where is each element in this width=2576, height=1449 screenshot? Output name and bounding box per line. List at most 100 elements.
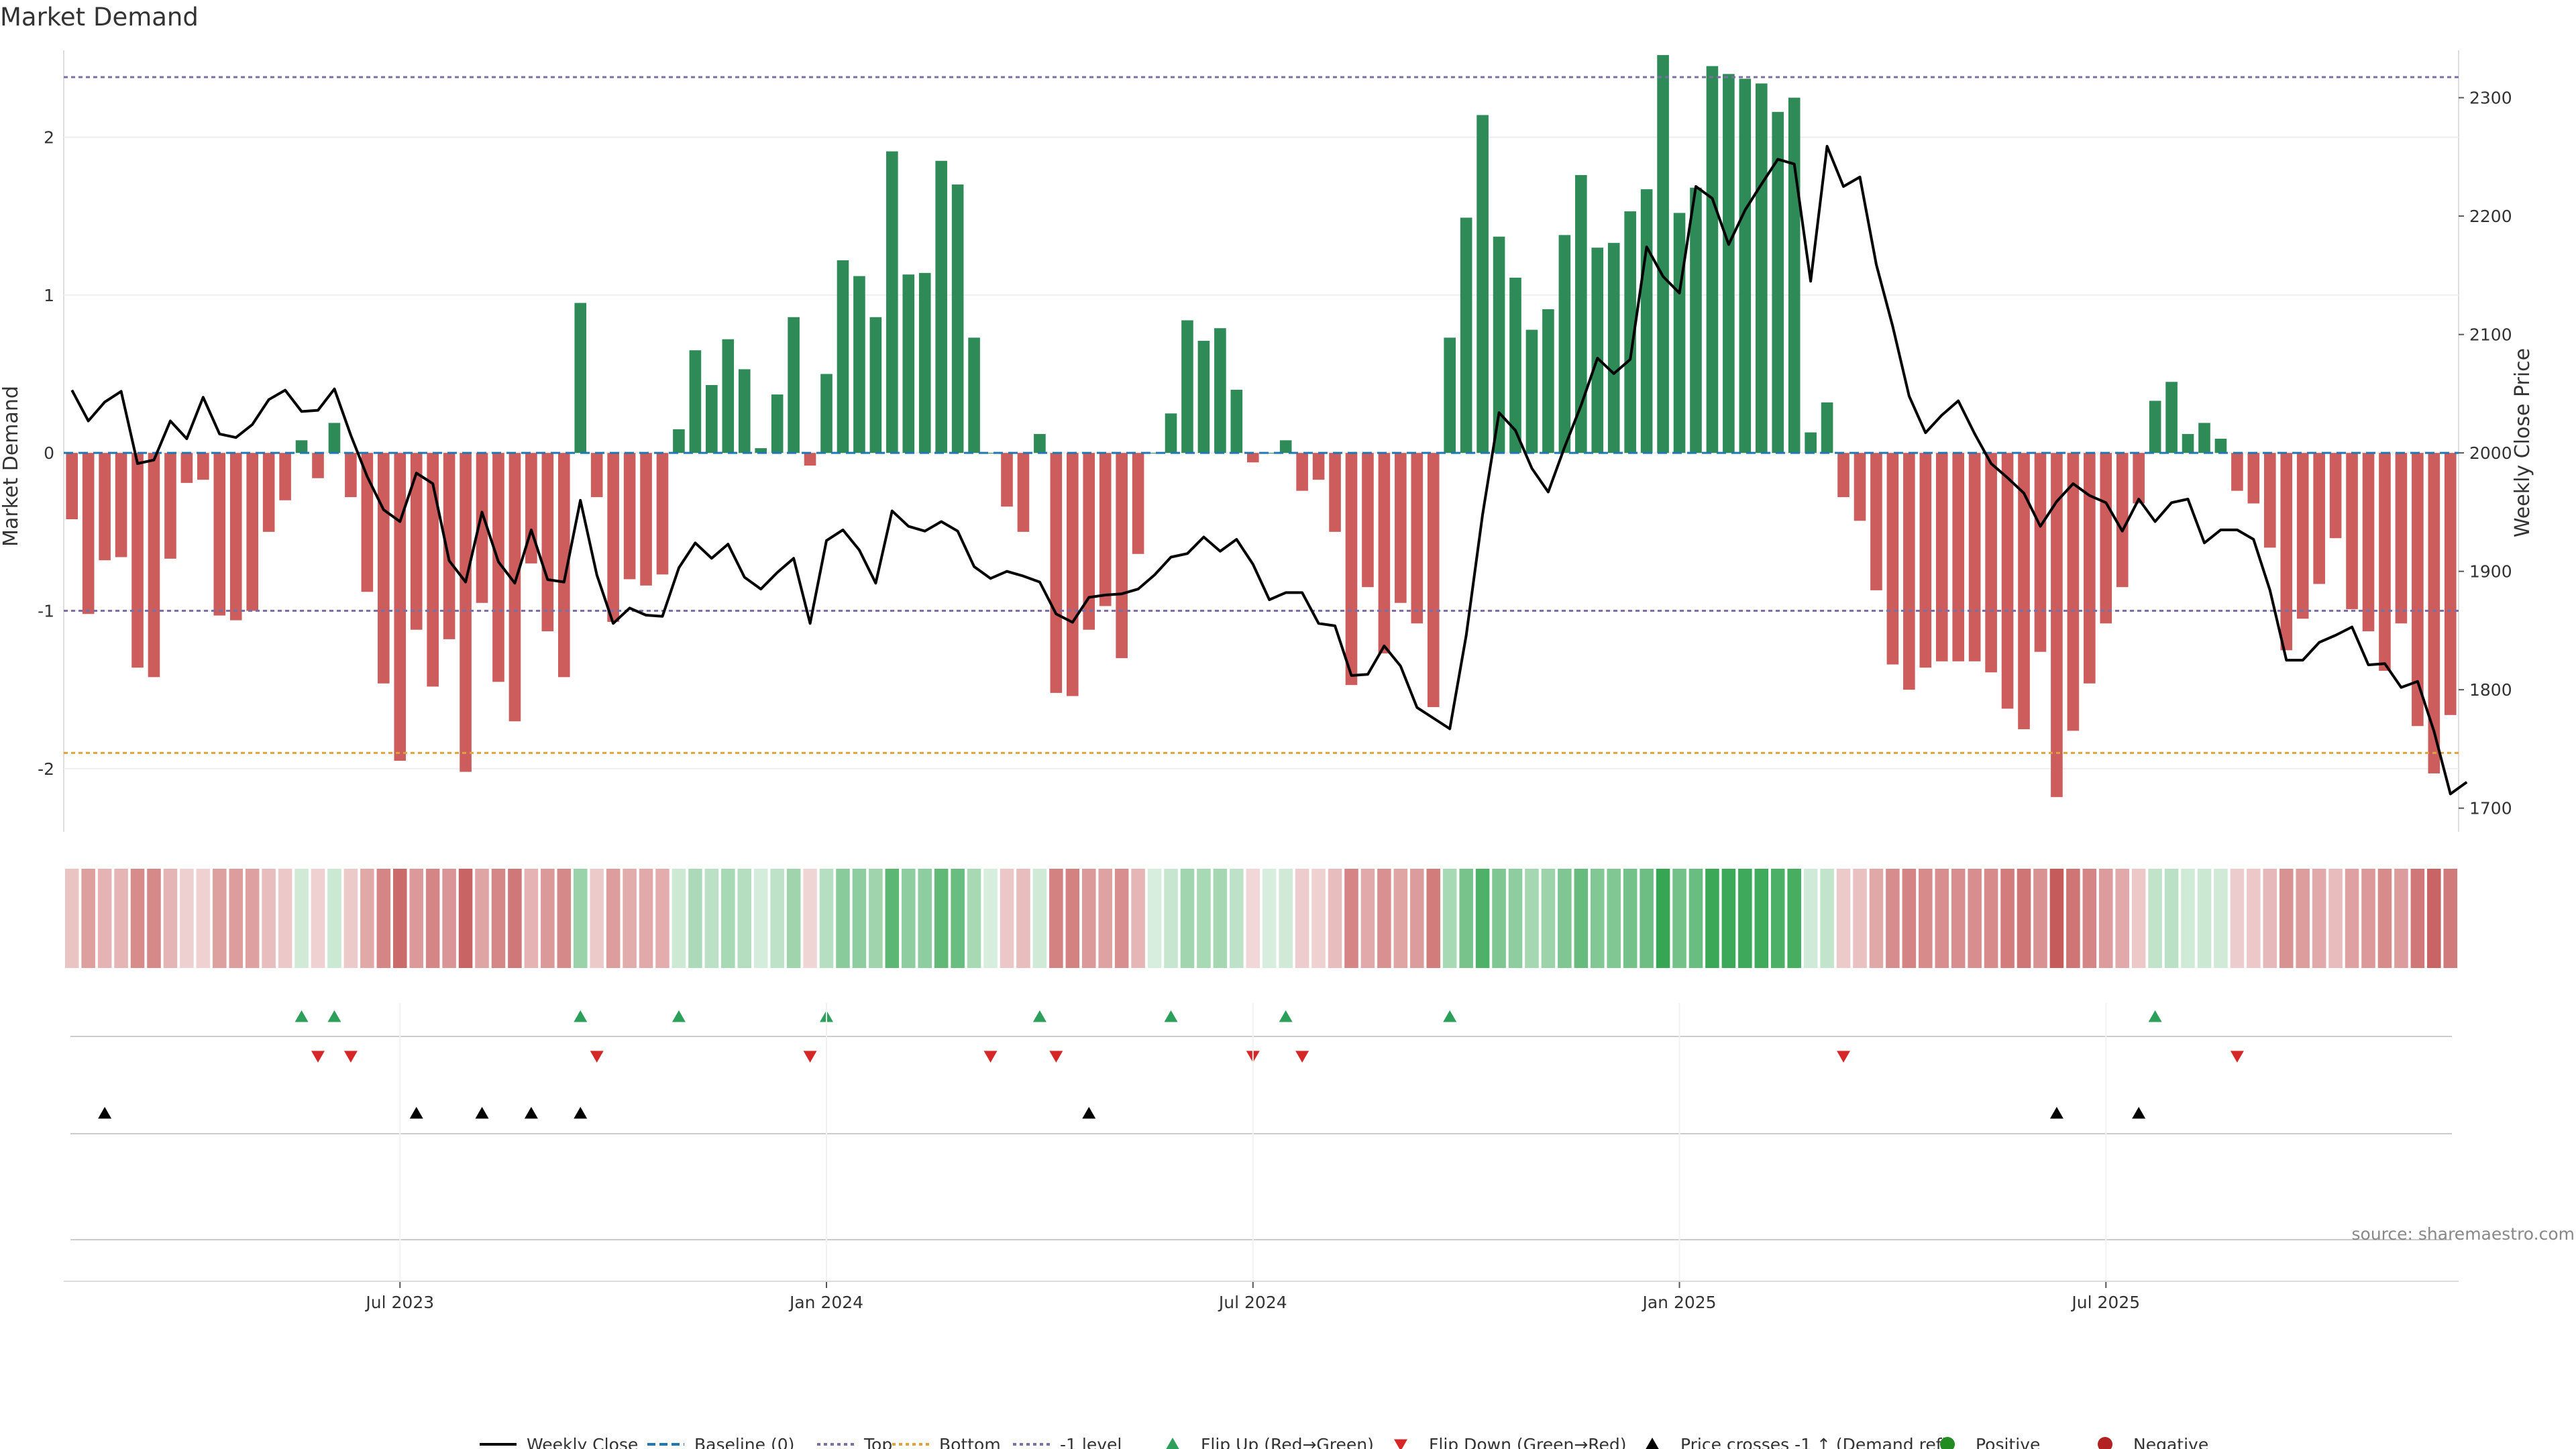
- source-note: source: sharemaestro.com: [2352, 1224, 2575, 1244]
- demand-bar: [1591, 248, 1604, 453]
- demand-bar: [2001, 453, 2014, 709]
- price-cross-marker: [475, 1107, 489, 1119]
- heat-cell: [2197, 869, 2212, 968]
- demand-bar: [1624, 211, 1636, 453]
- right-tick-label: 1700: [2469, 799, 2512, 818]
- heat-cell: [491, 869, 506, 968]
- demand-bar: [1952, 453, 1965, 661]
- heat-cell: [1032, 869, 1047, 968]
- flip-down-marker: [343, 1051, 358, 1063]
- heat-cell: [2312, 869, 2326, 968]
- demand-bar: [1099, 453, 1112, 606]
- heat-cell: [1656, 869, 1670, 968]
- demand-bar: [1460, 217, 1472, 453]
- price-cross-marker: [2049, 1107, 2063, 1119]
- flip-down-marker: [1049, 1051, 1063, 1063]
- heat-cell: [2214, 869, 2228, 968]
- demand-bar: [1723, 74, 1735, 453]
- demand-bar: [1542, 309, 1554, 453]
- heat-cell: [163, 869, 178, 968]
- heat-cell: [803, 869, 817, 968]
- demand-bar: [2149, 400, 2161, 453]
- demand-bar: [902, 274, 915, 453]
- heat-cell: [1081, 869, 1096, 968]
- heat-cell: [1213, 869, 1228, 968]
- heat-cell: [1541, 869, 1556, 968]
- demand-bar: [1050, 453, 1063, 693]
- demand-bar: [820, 374, 833, 453]
- price-cross-marker: [524, 1107, 538, 1119]
- heat-cell: [1180, 869, 1195, 968]
- demand-bar: [1279, 440, 1292, 453]
- heat-cell: [1049, 869, 1063, 968]
- flip-down-marker: [803, 1051, 817, 1063]
- demand-bar: [2133, 453, 2145, 504]
- demand-bar: [2247, 453, 2260, 504]
- flip-down-marker: [2230, 1051, 2244, 1063]
- heat-cell: [1820, 869, 1834, 968]
- demand-bar: [1246, 453, 1259, 463]
- demand-bar: [722, 339, 735, 453]
- demand-bar: [2214, 438, 2227, 453]
- heat-cell: [1770, 869, 1785, 968]
- heat-cell: [147, 869, 161, 968]
- heat-cell: [1558, 869, 1572, 968]
- demand-bar: [590, 453, 603, 498]
- right-tick-label: 2000: [2469, 443, 2512, 463]
- flip-down-marker: [1295, 1051, 1309, 1063]
- heat-cell: [573, 869, 588, 968]
- x-tick-label: Jan 2024: [788, 1293, 863, 1312]
- x-tick-label: Jan 2025: [1641, 1293, 1716, 1312]
- heat-cell: [1016, 869, 1030, 968]
- heat-cell: [1295, 869, 1309, 968]
- demand-bar: [246, 453, 259, 611]
- heat-cell: [2345, 869, 2359, 968]
- demand-bar: [623, 453, 636, 580]
- demand-bar: [640, 453, 652, 586]
- heat-cell: [114, 869, 128, 968]
- heat-cell: [1738, 869, 1752, 968]
- demand-bar: [1821, 402, 1833, 453]
- heat-cell: [688, 869, 702, 968]
- demand-bar: [229, 453, 242, 621]
- heat-cell: [1426, 869, 1441, 968]
- demand-bar: [607, 453, 619, 622]
- heat-cell: [2115, 869, 2130, 968]
- left-axis-label: Market Demand: [0, 386, 23, 547]
- flip-up-marker: [2148, 1010, 2162, 1022]
- heat-cell: [1836, 869, 1851, 968]
- flip-down-marker: [983, 1051, 998, 1063]
- demand-bar: [1312, 453, 1325, 480]
- heat-cell: [2181, 869, 2195, 968]
- legend-swatch: [2098, 1437, 2112, 1449]
- heat-cell: [1951, 869, 1966, 968]
- demand-bar: [180, 453, 193, 483]
- heat-cell: [2000, 869, 2015, 968]
- demand-bar: [968, 337, 980, 453]
- heat-cell: [2164, 869, 2179, 968]
- demand-bar: [82, 453, 95, 614]
- price-cross-marker: [98, 1107, 112, 1119]
- heat-cell: [1114, 869, 1129, 968]
- heat-cell: [869, 869, 883, 968]
- heat-cell: [392, 869, 407, 968]
- heat-cell: [1230, 869, 1244, 968]
- heat-cell: [1968, 869, 1982, 968]
- demand-bar: [1886, 453, 1899, 665]
- x-tick-label: Jul 2024: [1218, 1293, 1287, 1312]
- demand-bar: [2067, 453, 2080, 731]
- heat-cell: [1377, 869, 1391, 968]
- demand-bar: [476, 453, 488, 603]
- heat-cell: [2066, 869, 2080, 968]
- left-tick-label: -1: [38, 602, 54, 621]
- heat-cell: [245, 869, 260, 968]
- heat-cell: [672, 869, 686, 968]
- demand-bar: [2444, 453, 2457, 715]
- demand-bar: [1197, 341, 1210, 453]
- heat-cell: [2361, 869, 2375, 968]
- demand-bar: [164, 453, 176, 559]
- demand-bar: [771, 394, 784, 453]
- heat-cell: [2148, 869, 2162, 968]
- left-tick-label: 0: [44, 443, 54, 463]
